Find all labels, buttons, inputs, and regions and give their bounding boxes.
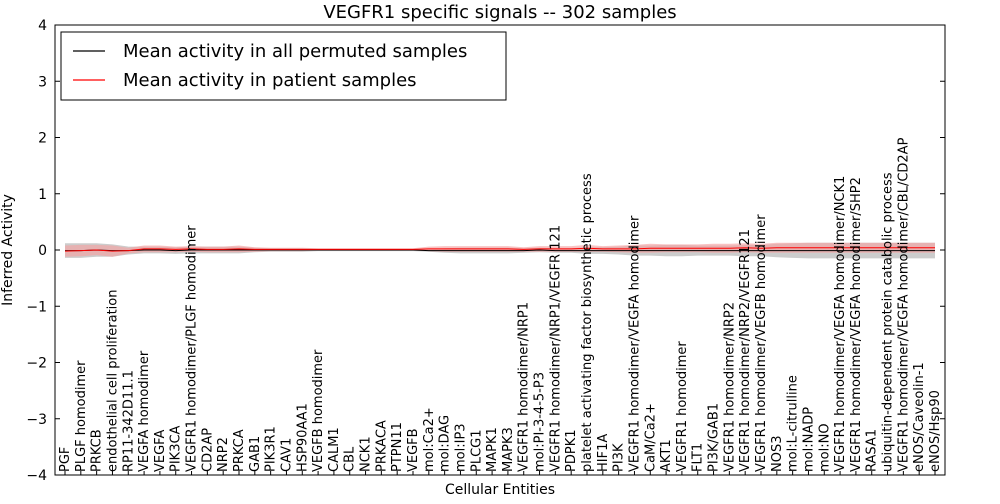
x-tick-label: MAPK1 <box>485 427 500 472</box>
legend-box <box>60 31 507 101</box>
x-tick-label: RP11-342D11.1 <box>121 370 136 472</box>
x-tick-label: mol:IP3 <box>454 423 469 472</box>
series-line-2 <box>64 247 935 252</box>
x-tick-label: mol:Ca2+ <box>422 407 437 472</box>
x-tick-labels: PGF PLGF homodimer PRKCB endothelial cell p… <box>58 137 943 475</box>
x-tick-label: ubiquitin-dependent protein catabolic pr… <box>881 172 896 472</box>
x-tick-label: VEGFA <box>153 430 168 472</box>
x-tick-label: VEGFR1 homodimer/NRP1 <box>517 302 532 472</box>
x-tick-label: platelet activating factor biosynthetic … <box>580 173 595 472</box>
x-tick-label: CAV1 <box>280 438 295 472</box>
x-tick-label: PDPK1 <box>564 430 579 473</box>
y-tick-label: 3 <box>38 74 47 90</box>
series-lines <box>64 247 935 252</box>
x-tick-label: PRKCB <box>90 429 105 472</box>
y-tick-label: 0 <box>38 243 47 259</box>
x-tick-label: PTPN11 <box>390 422 405 472</box>
x-tick-label: HSP90AA1 <box>295 403 310 472</box>
x-tick-label: NRP2 <box>216 437 231 472</box>
x-tick-label: VEGFR1 homodimer/NRP1/VEGFR 121 <box>548 225 563 472</box>
x-tick-label: RASA1 <box>865 429 880 472</box>
x-tick-label: VEGFB homodimer <box>311 349 326 472</box>
x-tick-label: VEGFR1 homodimer/VEGFA homodimer/SHP2 <box>849 177 864 472</box>
x-tick-label: PRKACA <box>374 420 389 472</box>
x-tick-label: VEGFA homodimer <box>137 350 152 472</box>
x-tick-label: AKT1 <box>659 439 674 472</box>
chart-title: VEGFR1 specific signals -- 302 samples <box>323 2 676 23</box>
x-tick-label: VEGFR1 homodimer/VEGFA homodimer/NCK1 <box>833 176 848 472</box>
x-tick-label: PLGF homodimer <box>74 360 89 472</box>
y-axis: −4 −3 −2 −1 0 1 2 3 4 <box>26 18 945 484</box>
legend-label-2: Mean activity in patient samples <box>123 70 417 91</box>
y-tick-label: 1 <box>38 187 47 203</box>
y-tick-label: −4 <box>26 468 47 484</box>
y-axis-label: Inferred Activity <box>0 194 16 306</box>
y-tick-label: −2 <box>26 356 47 372</box>
y-tick-label: 4 <box>38 18 47 34</box>
series-band-2 <box>65 242 935 257</box>
x-tick-label: CD2AP <box>200 428 215 472</box>
x-tick-label: PGF <box>58 447 73 472</box>
x-tick-label: PRKCA <box>232 429 247 472</box>
x-axis-label: Cellular Entities <box>445 482 555 498</box>
x-tick-label: PI3K <box>612 443 627 472</box>
x-tick-label: eNOS/Hsp90 <box>928 390 943 472</box>
x-tick-label: PI3K/GAB1 <box>707 403 722 472</box>
legend-label-1: Mean activity in all permuted samples <box>123 41 467 62</box>
series-line-1 <box>65 249 935 252</box>
x-tick-label: mol:L-citrulline <box>786 375 801 472</box>
x-tick-label: PIK3CA <box>169 425 184 472</box>
x-tick-label: PLCG1 <box>469 429 484 472</box>
y-tick-label: −3 <box>26 412 47 428</box>
x-tick-label: MAPK3 <box>501 427 516 472</box>
x-tick-label: FLT1 <box>691 443 706 472</box>
x-tick-label: NCK1 <box>359 436 374 472</box>
x-tick-label: mol:DAG <box>438 415 453 472</box>
x-tick-label: CBL <box>343 446 358 472</box>
x-tick-label: HIF1A <box>596 434 611 472</box>
x-tick-label: VEGFR1 homodimer/VEGFB homodimer <box>754 214 769 472</box>
y-tick-label: 2 <box>38 131 47 147</box>
x-tick-label: CALM1 <box>327 427 342 472</box>
x-tick-label: eNOS/Caveolin-1 <box>912 362 927 472</box>
x-tick-label: PIK3R1 <box>264 426 279 472</box>
x-tick-label: VEGFR1 homodimer/VEGFA homodimer/CBL/CD2… <box>896 137 911 472</box>
x-tick-label: VEGFR1 homodimer/PLGF homodimer <box>185 225 200 472</box>
x-tick-label: VEGFR1 homodimer/NRP2/VEGFR121 <box>738 229 753 472</box>
x-tick-label: NOS3 <box>770 436 785 472</box>
x-tick-label: VEGFR1 homodimer/VEGFA homodimer <box>628 215 643 472</box>
x-tick-label: mol:NO <box>817 423 832 472</box>
x-tick-label: endothelial cell proliferation <box>106 290 121 473</box>
x-tick-label: VEGFR1 homodimer <box>675 341 690 472</box>
x-tick-label: mol:NADP <box>802 407 817 472</box>
x-tick-label: VEGFR1 homodimer/NRP2 <box>722 302 737 472</box>
x-tick-label: GAB1 <box>248 436 263 472</box>
x-tick-label: VEGFB <box>406 428 421 472</box>
y-tick-label: −1 <box>26 299 47 315</box>
x-tick-label: CaM/Ca2+ <box>643 403 658 472</box>
x-tick-label: mol:PI-3-4-5-P3 <box>533 372 548 472</box>
legend: Mean activity in all permuted samples Mea… <box>60 31 507 101</box>
